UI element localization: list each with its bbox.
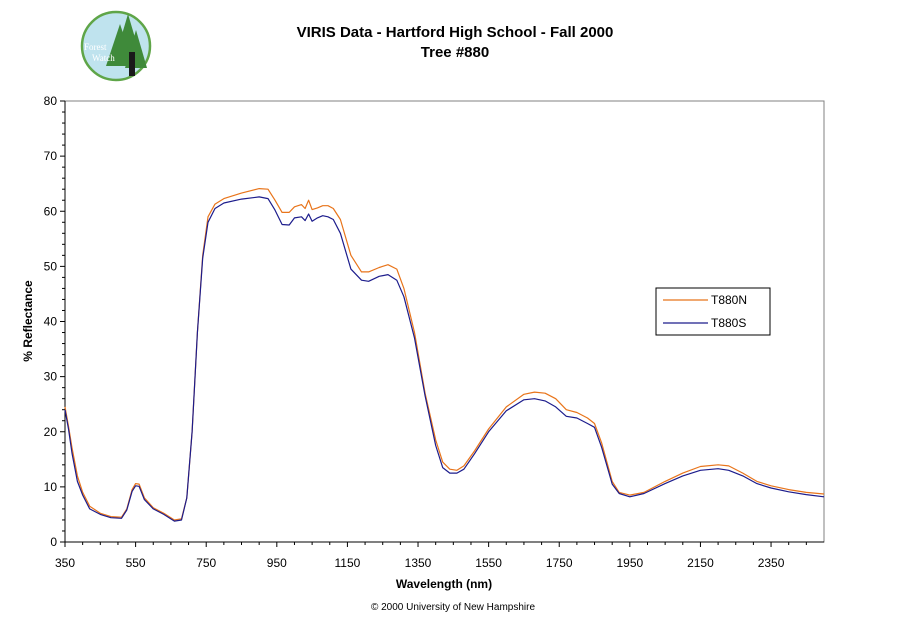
x-tick-label: 550 (126, 556, 146, 570)
y-tick-label: 50 (44, 259, 58, 273)
y-tick-label: 10 (44, 480, 58, 494)
x-tick-label: 1750 (546, 556, 573, 570)
y-tick-label: 80 (44, 94, 58, 108)
x-tick-label: 2350 (758, 556, 785, 570)
legend-label-t880n: T880N (711, 293, 747, 307)
y-tick-label: 40 (44, 315, 58, 329)
y-axis: 0 10 20 30 40 50 60 70 80 (44, 94, 66, 549)
y-axis-title: % Reflectance (21, 280, 35, 362)
y-tick-label: 20 (44, 425, 58, 439)
x-tick-label: 1550 (475, 556, 502, 570)
series-line-t880s (64, 196, 825, 522)
logo-trunk (129, 52, 135, 76)
chart-subtitle: Tree #880 (421, 44, 489, 61)
y-tick-label: 30 (44, 370, 58, 384)
series-line-t880n (64, 188, 825, 521)
logo-text-line2: Watch (92, 53, 115, 63)
x-tick-label: 750 (196, 556, 216, 570)
legend-label-t880s: T880S (711, 316, 746, 330)
x-axis-title: Wavelength (nm) (396, 577, 492, 591)
logo-text-line1: Forest (84, 42, 107, 52)
x-tick-label: 2150 (687, 556, 714, 570)
chart-title: VIRIS Data - Hartford High School - Fall… (297, 24, 614, 41)
x-tick-label: 1150 (335, 556, 361, 570)
x-tick-label: 350 (55, 556, 75, 570)
x-tick-label: 1350 (405, 556, 432, 570)
copyright-footer: © 2000 University of New Hampshire (371, 602, 536, 613)
series-layer (64, 188, 825, 522)
legend-box (655, 287, 771, 336)
x-axis: 350 550 750 950 1150 1350 1550 1750 1950 2150 2350 (55, 541, 824, 570)
legend: T880N T880S (655, 287, 771, 336)
x-tick-label: 1950 (616, 556, 643, 570)
forest-watch-logo: Forest Watch (80, 10, 152, 82)
x-tick-label: 950 (267, 556, 287, 570)
y-tick-label: 60 (44, 204, 58, 218)
y-tick-label: 0 (50, 535, 57, 549)
y-tick-label: 70 (44, 149, 58, 163)
